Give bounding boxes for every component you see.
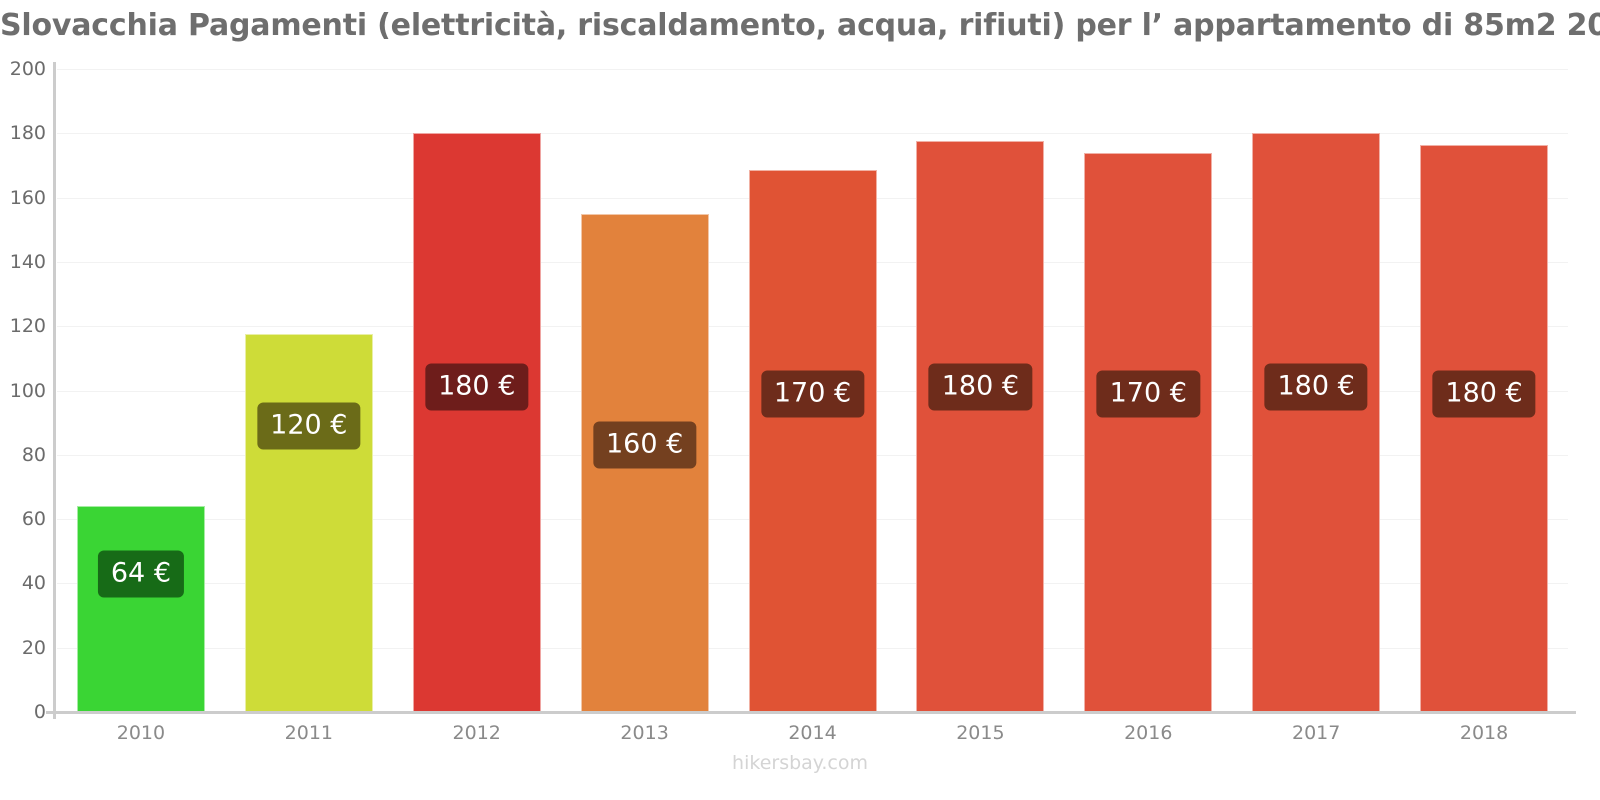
y-axis-tick-label: 180 [9,122,46,145]
x-axis-tick-label-2012: 2012 [452,722,501,744]
bar-value-label-2017: 180 € [1264,363,1368,411]
bar-value-label-2012: 180 € [425,363,529,411]
bar-value-label-2015: 180 € [928,363,1033,411]
y-axis-line [53,62,56,719]
x-axis-tick-label-2010: 2010 [116,722,166,744]
footer-credit: hikersbay.com [732,752,868,774]
bar-value-label-2016: 170 € [1096,370,1200,418]
bar-value-label-2011: 120 € [257,402,361,450]
y-axis-tick-label: 60 [21,508,46,531]
y-axis-tick-label: 0 [33,701,46,723]
plot-area: 64 € 120 € 180 € 160 € 170 € 180 € 170 € 180 € 1… [57,69,1568,713]
y-axis-tick-label: 80 [21,443,46,466]
bar-2016[interactable] [1084,152,1213,712]
y-axis-tick-label: 40 [21,572,46,595]
x-axis-tick-label-2014: 2014 [788,722,837,744]
bar-value-label-2013: 160 € [592,421,697,469]
y-axis-tick-labels: 0 20 40 60 80 100 120 140 160 180 200 [0,0,46,800]
x-axis-tick-label-2015: 2015 [956,722,1005,744]
bar-value-label-2018: 180 € [1432,370,1536,418]
gridline [57,133,1568,135]
y-axis-tick-label: 200 [9,58,46,80]
y-axis-tick-label: 160 [9,186,46,209]
y-axis-tick-label: 100 [9,379,46,402]
x-axis-tick-label-2017: 2017 [1291,722,1341,744]
y-axis-tick-label: 120 [9,315,46,338]
bar-2011[interactable] [244,334,373,712]
bar-2015[interactable] [916,141,1045,712]
chart-title: Slovacchia Pagamenti (elettricità, risca… [0,8,1600,43]
x-axis-tick-label-2016: 2016 [1124,722,1173,744]
x-axis-tick-label-2011: 2011 [284,722,334,744]
bar-2017[interactable] [1252,133,1381,712]
bar-2012[interactable] [412,133,541,712]
bar-value-label-2014: 170 € [760,370,865,418]
x-axis-tick-label-2013: 2013 [620,722,669,744]
bar-value-label-2010: 64 € [97,550,184,598]
bar-2014[interactable] [748,169,877,712]
y-axis-tick-label: 20 [21,636,46,659]
bar-2018[interactable] [1420,144,1549,712]
gridline [57,69,1568,70]
bar-2010[interactable] [76,506,205,712]
x-axis-tick-label-2018: 2018 [1459,722,1509,744]
x-axis-line [46,711,1576,714]
y-axis-tick-label: 140 [9,250,46,273]
